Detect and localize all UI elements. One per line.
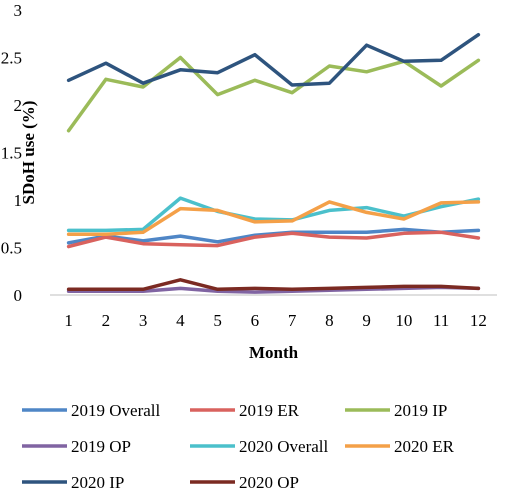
series-line (66, 285, 481, 294)
legend-label: 2019 OP (71, 437, 131, 456)
series-line (66, 278, 481, 292)
legend-label: 2020 OP (239, 473, 299, 492)
y-tick-label: 1 (14, 191, 23, 210)
x-tick-label: 11 (433, 311, 449, 330)
legend-label: 2019 IP (394, 401, 447, 420)
x-tick-label: 1 (64, 311, 73, 330)
x-tick-label: 10 (395, 311, 412, 330)
x-tick-label: 7 (288, 311, 297, 330)
legend-label: 2019 Overall (71, 401, 161, 420)
legend: 2019 Overall 2019 ER 2019 IP 2019 OP 2020 Ov… (22, 401, 455, 492)
x-tick-label: 6 (251, 311, 260, 330)
series-line (66, 32, 481, 87)
legend-label: 2019 ER (239, 401, 300, 420)
x-tick-label: 4 (176, 311, 185, 330)
y-tick-label: 2 (14, 96, 23, 115)
series-line (66, 55, 481, 133)
legend-label: 2020 IP (71, 473, 124, 492)
y-axis-title: SDoH use (%) (19, 101, 38, 205)
y-tick-label: 3 (14, 1, 23, 20)
series-line (66, 200, 481, 236)
x-tick-label: 8 (325, 311, 334, 330)
x-tick-label: 3 (139, 311, 148, 330)
y-tick-label: 1.5 (1, 144, 22, 163)
y-tick-label: 0.5 (1, 239, 22, 258)
legend-label: 2020 ER (394, 437, 455, 456)
x-tick-label: 2 (102, 311, 111, 330)
series-line (66, 230, 481, 249)
y-tick-label: 2.5 (1, 49, 22, 68)
series-lines (66, 32, 481, 294)
legend-label: 2020 Overall (239, 437, 329, 456)
x-axis-title: Month (249, 343, 299, 362)
x-tick-label: 12 (470, 311, 487, 330)
x-axis-tick-labels: 1 2 3 4 5 6 7 8 9 10 11 12 (64, 311, 487, 330)
x-tick-label: 5 (213, 311, 222, 330)
y-axis-tick-labels: 0 0.5 1 1.5 2 2.5 3 (1, 1, 22, 305)
y-tick-label: 0 (14, 286, 23, 305)
x-tick-label: 9 (362, 311, 371, 330)
